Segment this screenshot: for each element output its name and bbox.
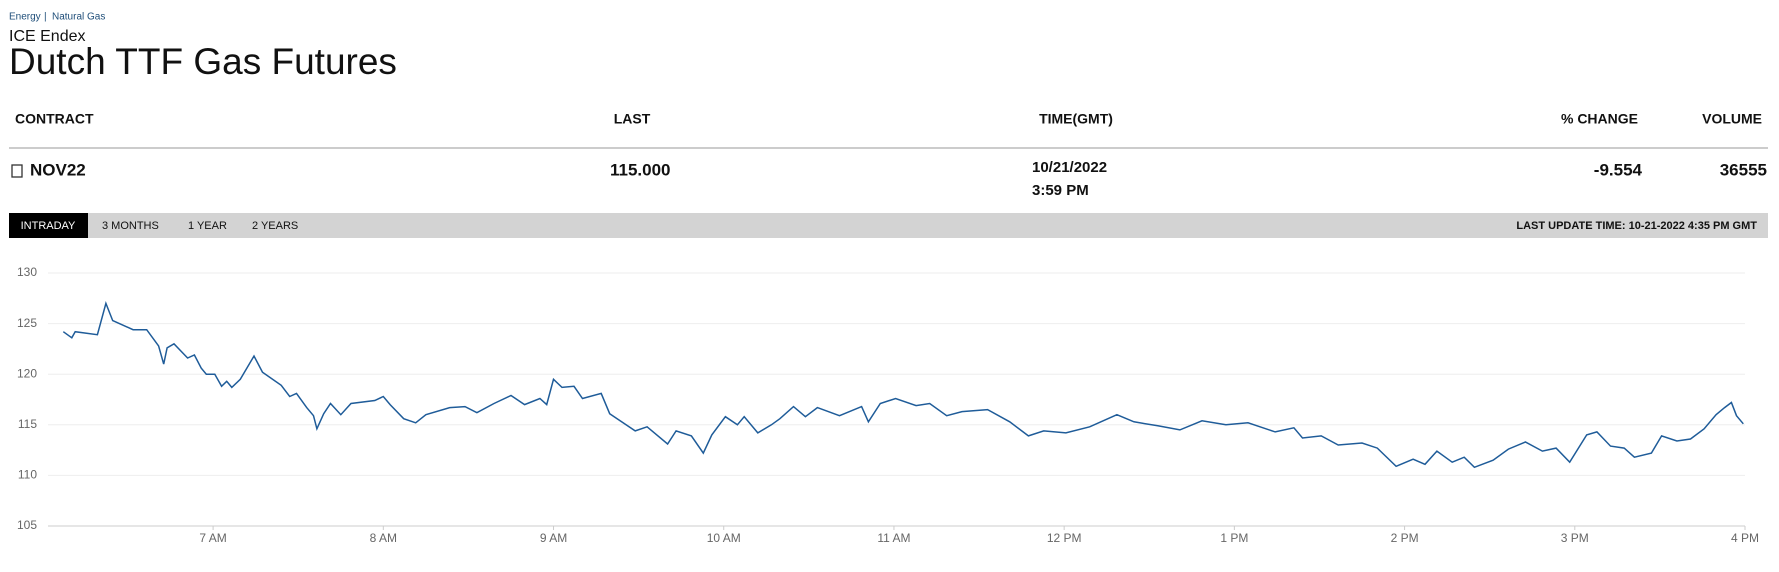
x-tick-label: 11 AM [877, 531, 910, 545]
price-line [62, 301, 1744, 469]
tab[interactable]: 3 MONTHS [102, 220, 159, 232]
column-header: VOLUME [1702, 111, 1762, 127]
breadcrumb-link[interactable]: Energy [9, 12, 41, 23]
tab[interactable]: 2 YEARS [252, 220, 298, 232]
column-header: LAST [614, 111, 651, 127]
percent-change: -9.554 [1594, 160, 1643, 179]
x-tick-label: 4 PM [1731, 531, 1759, 545]
column-header: CONTRACT [15, 111, 94, 127]
breadcrumb-link[interactable]: Natural Gas [52, 12, 105, 23]
trade-date: 10/21/2022 [1032, 159, 1107, 176]
last-update: LAST UPDATE TIME: 10-21-2022 4:35 PM GMT [1516, 220, 1757, 232]
contract: NOV22 [30, 160, 86, 179]
x-tick-label: 12 PM [1047, 531, 1082, 545]
y-tick-label: 115 [18, 417, 37, 431]
x-tick-label: 7 AM [199, 531, 226, 545]
last-price: 115.000 [610, 160, 671, 179]
file-icon [11, 164, 23, 178]
breadcrumb-separator: | [44, 12, 47, 23]
y-tick-label: 110 [18, 468, 37, 482]
y-tick-label: 120 [17, 366, 37, 380]
x-tick-label: 1 PM [1220, 531, 1248, 545]
page-title: Dutch TTF Gas Futures [9, 41, 397, 82]
trade-time: 3:59 PM [1032, 182, 1089, 199]
volume: 36555 [1720, 160, 1767, 179]
tab[interactable]: 1 YEAR [188, 220, 227, 232]
y-tick-label: 125 [17, 316, 37, 330]
x-tick-label: 2 PM [1391, 531, 1419, 545]
x-tick-label: 10 AM [707, 531, 741, 545]
chart: 105 110 115 120 125 130 7 AM 8 AM 9 AM 10 AM 11 AM… [17, 265, 1759, 545]
x-tick-label: 3 PM [1561, 531, 1589, 545]
tab[interactable]: INTRADAY [21, 220, 76, 232]
tab-bar [9, 213, 1768, 238]
x-tick-label: 9 AM [540, 531, 567, 545]
active-tab[interactable] [9, 213, 88, 238]
column-header: % CHANGE [1561, 111, 1638, 127]
y-tick-label: 130 [17, 265, 37, 279]
exchange: ICE Endex [9, 28, 85, 45]
column-header: TIME(GMT) [1039, 111, 1113, 127]
x-tick-label: 8 AM [370, 531, 397, 545]
y-tick-label: 105 [17, 518, 37, 532]
